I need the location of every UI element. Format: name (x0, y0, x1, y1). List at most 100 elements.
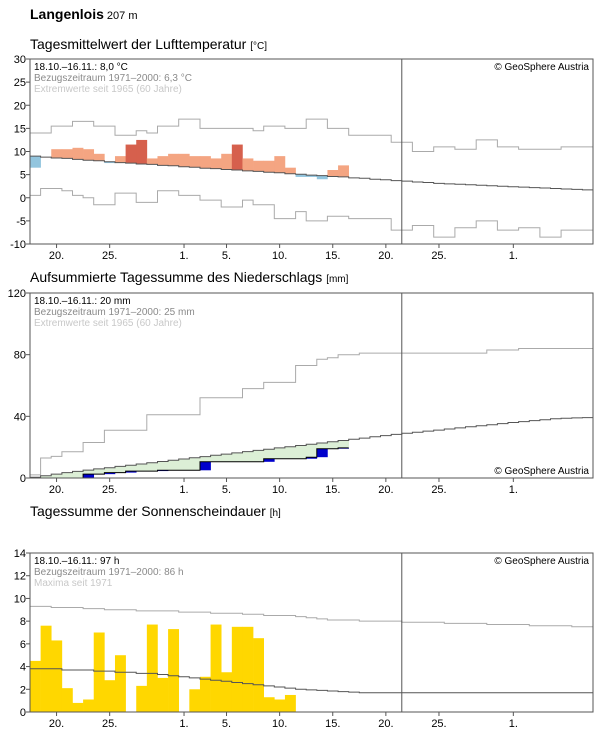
precipitation-area (338, 440, 349, 448)
chart-panel-0: -10 -5 0 5 10 15 20 25 30 20. 25. 1. 5. 10. 15. 20. 25. 1… (10, 54, 594, 262)
temperature-bar (189, 156, 201, 168)
y-tick-label: 14 (14, 548, 26, 560)
precipitation-area (136, 463, 148, 472)
temperature-bar (327, 170, 339, 177)
max-extreme-line (30, 118, 593, 152)
x-tick-label: 25. (431, 718, 446, 729)
precipitation-area (146, 462, 158, 472)
y-tick-label: 0 (20, 473, 26, 485)
temperature-bar (263, 160, 275, 173)
max-extreme-line (30, 348, 593, 476)
precipitation-area (231, 452, 243, 462)
sunshine-title-text: Tagessumme der Sonnenscheindauer (30, 503, 266, 519)
precipitation-area (199, 456, 211, 462)
temperature-title-text: Tagesmittelwert der Lufttemperatur (30, 36, 247, 52)
precipitation-cumulative-line (30, 447, 349, 479)
temperature-bar (157, 156, 169, 166)
precipitation-area (210, 455, 222, 462)
precipitation-area (327, 441, 339, 449)
x-tick-label: 5. (222, 250, 231, 262)
y-tick-label: 10 (14, 593, 26, 605)
temperature-unit: [°C] (250, 41, 267, 52)
precipitation-area (306, 444, 318, 458)
precipitation-area (284, 446, 296, 459)
y-tick-label: 120 (8, 288, 26, 300)
sunshine-bar (93, 632, 105, 712)
precipitation-area (221, 454, 233, 462)
x-tick-label: 25. (102, 250, 117, 262)
precipitation-daily-bar (199, 461, 211, 471)
reference-text: Bezugszeitraum 1971–2000: 86 h (34, 567, 184, 578)
station-name: Langenlois (30, 6, 104, 22)
y-tick-label: 15 (14, 123, 26, 135)
precipitation-daily-bar (306, 457, 318, 459)
station-header: Langenlois 207 m (30, 6, 137, 22)
x-tick-label: 20. (378, 250, 393, 262)
sunshine-bar (199, 676, 211, 712)
precipitation-area (168, 460, 180, 471)
temperature-bar (178, 153, 190, 167)
precipitation-area (93, 468, 105, 475)
temperature-bar (51, 149, 63, 158)
temperature-bar (104, 161, 116, 164)
temperature-bar (295, 174, 307, 177)
copyright-text: © GeoSphere Austria (494, 466, 589, 477)
extremes-note: Extremwerte seit 1965 (60 Jahre) (34, 318, 182, 329)
precipitation-area (253, 450, 264, 462)
plot-frame-border (29, 292, 594, 479)
y-tick-label: 12 (14, 571, 26, 583)
x-tick-label: 1. (509, 484, 518, 496)
x-tick-label: 1. (179, 484, 188, 496)
precipitation-title: Aufsummierte Tagessumme des Niederschlag… (30, 269, 348, 285)
sunshine-bar (30, 660, 41, 712)
y-tick-label: 20 (14, 100, 26, 112)
temperature-bar (199, 156, 211, 169)
sunshine-bar (284, 694, 296, 712)
precipitation-area (274, 447, 286, 459)
temperature-bar (242, 158, 254, 171)
max-extreme-line (30, 605, 593, 628)
temperature-bar (168, 153, 180, 166)
chart-panel-2: 0 2 4 6 8 10 12 14 20. 25. 1. 5. 10. 15. 20. 25. 1. 18.10… (14, 548, 594, 729)
precipitation-unit: [mm] (326, 274, 349, 285)
x-tick-label: 10. (272, 250, 287, 262)
x-tick-label: 15. (325, 250, 340, 262)
sunshine-bar (72, 702, 84, 712)
temperature-bar (61, 149, 73, 159)
station-elevation: 207 m (106, 10, 138, 22)
precipitation-area (83, 470, 95, 475)
y-tick-label: 0 (20, 707, 26, 719)
sunshine-bar (189, 689, 201, 712)
x-tick-label: 15. (325, 484, 340, 496)
precipitation-area (51, 474, 63, 478)
y-tick-label: 10 (14, 147, 26, 159)
sunshine-bar (168, 629, 180, 712)
sunshine-unit: [h] (269, 508, 281, 519)
precipitation-area (263, 449, 275, 459)
sunshine-bar (51, 640, 63, 712)
precipitation-daily-bar (125, 471, 137, 473)
y-tick-label: -10 (10, 239, 26, 251)
extremes-note: Extremwerte seit 1965 (60 Jahre) (34, 84, 182, 95)
climatology-line (30, 417, 593, 478)
y-tick-label: 30 (14, 54, 26, 66)
y-tick-label: 80 (14, 350, 26, 362)
precipitation-area (40, 475, 52, 478)
precipitation-area (316, 443, 328, 449)
plot-frame-border (29, 58, 594, 245)
summary-text: 18.10.–16.11.: 97 h (34, 556, 119, 567)
reference-text: Bezugszeitraum 1971–2000: 6,3 °C (34, 73, 192, 84)
x-tick-label: 1. (509, 250, 518, 262)
precipitation-area (189, 457, 201, 471)
y-tick-label: 4 (20, 662, 26, 674)
temperature-bar (146, 158, 158, 165)
x-tick-label: 10. (272, 484, 287, 496)
precipitation-daily-bar (316, 448, 328, 458)
climatology-line (30, 155, 593, 191)
temperature-bar (231, 144, 243, 170)
sunshine-bar (136, 685, 148, 712)
x-tick-label: 20. (49, 718, 64, 729)
chart-panel-1: 0 40 80 120 20. 25. 1. 5. 10. 15. 20. 25. 1. 18.10.–1… (8, 288, 594, 496)
x-tick-label: 20. (49, 250, 64, 262)
sunshine-bar (263, 697, 275, 712)
